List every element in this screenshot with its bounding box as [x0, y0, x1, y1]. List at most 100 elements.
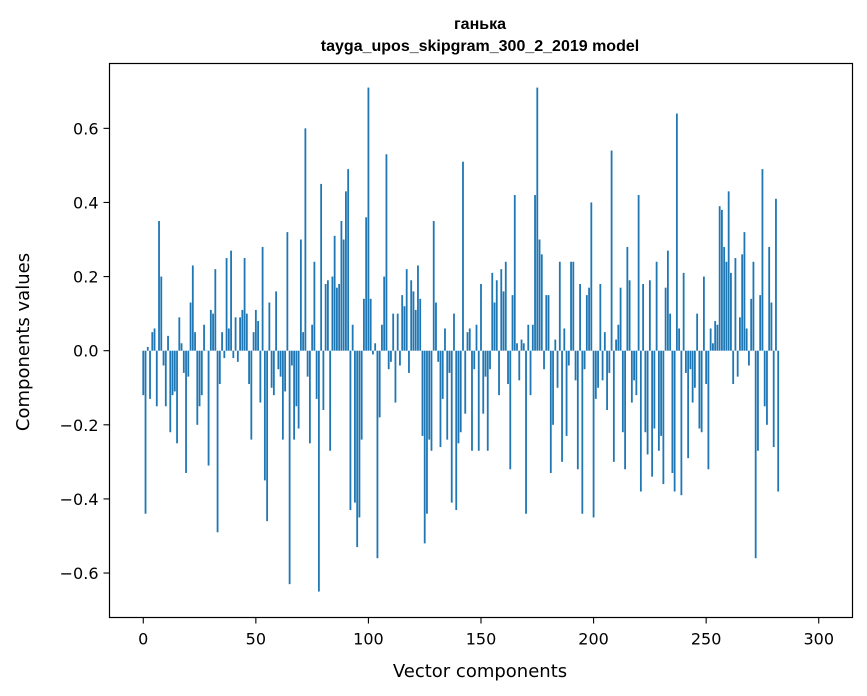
bar	[182, 350, 185, 373]
bar	[518, 350, 521, 381]
bar	[610, 150, 613, 351]
bar	[666, 250, 669, 351]
bar	[739, 317, 741, 351]
bar	[164, 350, 167, 407]
bar	[754, 350, 757, 559]
bar	[401, 295, 404, 351]
bar	[516, 343, 518, 351]
bar	[297, 350, 300, 429]
bar	[275, 291, 278, 351]
bar	[173, 350, 176, 392]
bar	[333, 235, 336, 351]
bar	[464, 350, 467, 414]
bar	[212, 313, 214, 351]
bar	[214, 269, 217, 351]
bar	[383, 276, 386, 351]
bar	[637, 195, 640, 351]
bar	[534, 195, 536, 351]
bar	[144, 350, 147, 514]
bar	[475, 324, 478, 351]
bar	[727, 191, 730, 351]
bar	[268, 302, 271, 351]
bar	[509, 350, 512, 470]
bar	[261, 246, 264, 351]
x-tick-label: 100	[353, 630, 384, 649]
bar	[633, 350, 635, 381]
bar	[590, 202, 593, 351]
bar	[187, 350, 190, 377]
bar	[635, 350, 638, 396]
bar	[281, 350, 284, 440]
bar	[770, 302, 773, 351]
bar	[241, 309, 244, 351]
bar	[329, 350, 332, 451]
bar	[579, 283, 581, 351]
chart-subtitle: tayga_upos_skipgram_300_2_2019 model	[321, 38, 639, 55]
bar	[502, 291, 505, 351]
bar	[257, 321, 259, 351]
bar	[277, 350, 280, 370]
bar	[570, 261, 572, 351]
bar	[630, 350, 633, 403]
x-tick-label: 150	[466, 630, 497, 649]
bar	[673, 350, 676, 492]
bar	[284, 350, 287, 392]
bar	[320, 183, 323, 351]
bar	[554, 339, 557, 351]
bar	[768, 246, 771, 351]
bar	[272, 350, 275, 396]
bar	[682, 272, 685, 351]
x-tick-label: 300	[803, 630, 834, 649]
bar	[331, 276, 334, 351]
bar	[435, 302, 437, 351]
bar	[426, 350, 428, 514]
bar	[444, 328, 446, 351]
bar	[745, 328, 748, 351]
bar	[290, 350, 293, 366]
bar	[646, 350, 649, 455]
bar	[178, 317, 181, 351]
bar	[245, 313, 248, 351]
bar	[482, 350, 485, 414]
bar	[662, 350, 665, 485]
bar	[585, 295, 588, 351]
bar	[624, 350, 626, 470]
bar	[714, 321, 717, 351]
bar	[394, 350, 397, 403]
bar	[286, 232, 289, 351]
bar	[576, 350, 579, 470]
bar	[459, 350, 462, 433]
bar	[239, 317, 241, 351]
bar	[340, 220, 343, 351]
y-tick-label: −0.2	[60, 416, 99, 435]
bar	[455, 350, 458, 511]
bar	[417, 265, 419, 351]
bar	[142, 350, 145, 396]
bar	[734, 258, 737, 351]
bar	[299, 239, 302, 351]
bar	[421, 350, 424, 436]
bar	[196, 350, 199, 425]
bar	[678, 328, 681, 351]
bar	[347, 169, 350, 351]
bar	[356, 350, 359, 548]
bar	[680, 350, 683, 496]
bar	[234, 317, 237, 351]
y-axis-label: Components values	[13, 253, 34, 431]
bar	[230, 250, 232, 351]
bar	[675, 113, 678, 351]
bar	[761, 169, 764, 351]
bar	[639, 350, 642, 492]
bar	[376, 350, 379, 559]
bar	[194, 332, 196, 351]
bar	[336, 287, 338, 351]
bar	[410, 280, 413, 351]
bar	[473, 350, 476, 370]
bar	[349, 350, 352, 511]
bar	[660, 350, 663, 436]
bar	[766, 350, 768, 425]
bar	[338, 283, 341, 351]
bar	[511, 295, 514, 351]
bar	[707, 350, 710, 470]
bar	[225, 258, 228, 351]
